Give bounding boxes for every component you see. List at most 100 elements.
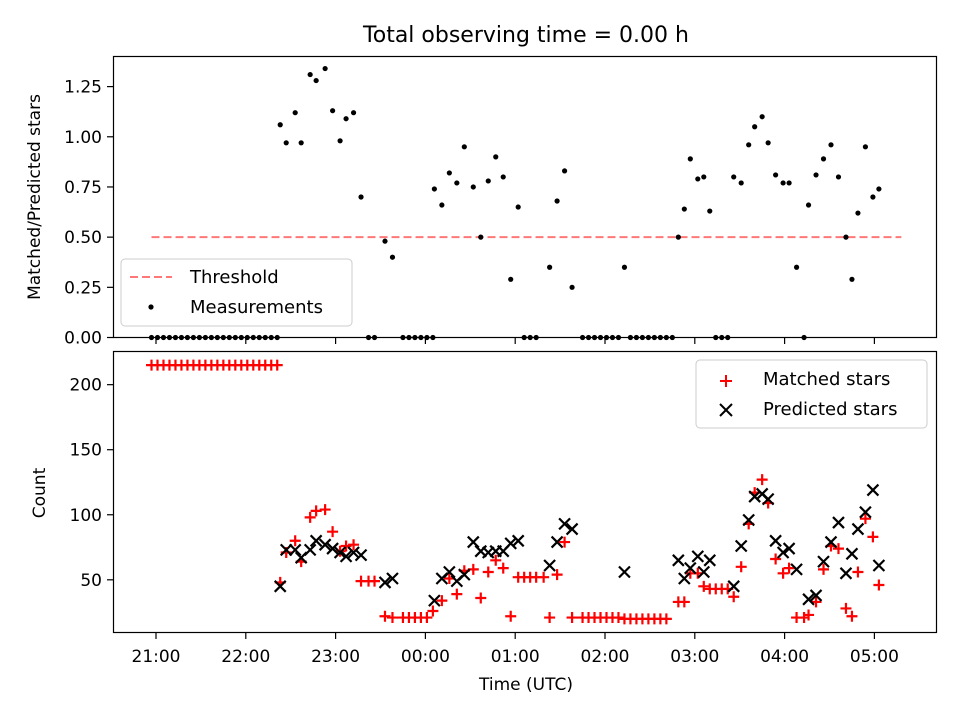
measurement-point bbox=[547, 264, 553, 270]
matched-star-point bbox=[304, 511, 316, 523]
bottom-ylabel: Count bbox=[30, 467, 50, 518]
predicted-star-point bbox=[428, 594, 441, 607]
predicted-star-point bbox=[467, 535, 480, 549]
predicted-star-point bbox=[802, 593, 815, 606]
bottom-xtick-label: 01:00 bbox=[491, 647, 540, 667]
predicted-star-point bbox=[851, 522, 865, 536]
matched-star-point bbox=[818, 563, 830, 575]
predicted-star-point bbox=[761, 492, 775, 506]
predicted-star-point bbox=[703, 554, 717, 567]
bottom-legend-box bbox=[695, 359, 928, 429]
matched-star-point bbox=[867, 531, 879, 543]
predicted-star-point bbox=[543, 559, 556, 572]
measurement-point bbox=[855, 210, 861, 216]
predicted-star-point bbox=[769, 534, 782, 548]
top-ytick-label: 1.25 bbox=[64, 78, 102, 98]
predicted-star-point bbox=[859, 505, 872, 519]
predicted-star-point bbox=[809, 589, 823, 602]
bottom-points-layer bbox=[146, 359, 886, 625]
matched-star-point bbox=[735, 561, 747, 573]
predicted-star-point bbox=[326, 542, 339, 555]
matched-star-point bbox=[612, 612, 624, 624]
legend-predicted-label: Predicted stars bbox=[763, 399, 897, 420]
measurement-point bbox=[731, 174, 737, 180]
measurement-point bbox=[738, 180, 744, 186]
measurement-point bbox=[343, 116, 349, 122]
measurement-point bbox=[439, 202, 445, 208]
matched-star-point bbox=[369, 575, 381, 587]
bottom-xtick-label: 00:00 bbox=[401, 647, 450, 667]
matched-star-point bbox=[698, 580, 710, 592]
predicted-star-point bbox=[443, 565, 456, 579]
predicted-star-point bbox=[303, 543, 317, 557]
top-title: Total observing time = 0.00 h bbox=[362, 23, 689, 48]
measurement-point bbox=[298, 140, 304, 146]
matched-star-point bbox=[319, 504, 331, 516]
measurement-point bbox=[493, 154, 499, 160]
top-legend: Threshold Measurements bbox=[120, 258, 353, 327]
predicted-star-point bbox=[839, 567, 853, 580]
predicted-star-point bbox=[273, 580, 287, 593]
matched-star-point bbox=[421, 612, 433, 624]
matched-star-point bbox=[327, 526, 339, 538]
measurement-point bbox=[431, 186, 437, 192]
measurement-point bbox=[780, 180, 786, 186]
matched-star-point bbox=[859, 513, 871, 525]
predicted-star-point bbox=[347, 546, 360, 559]
predicted-star-point bbox=[354, 548, 368, 562]
predicted-star-point bbox=[776, 546, 790, 559]
measurement-point bbox=[805, 202, 812, 208]
bottom-xtick-label: 22:00 bbox=[221, 647, 270, 667]
measurement-point bbox=[870, 194, 876, 200]
matched-star-point bbox=[840, 602, 852, 614]
measurement-point bbox=[382, 238, 388, 244]
matched-star-point bbox=[386, 612, 398, 624]
predicted-star-point bbox=[678, 572, 691, 585]
predicted-star-point bbox=[458, 568, 471, 581]
matched-star-point bbox=[490, 554, 502, 566]
matched-star-point bbox=[777, 567, 789, 579]
measurement-point bbox=[322, 65, 328, 72]
predicted-star-point bbox=[817, 555, 830, 568]
measurement-point bbox=[508, 276, 514, 282]
bottom-xtick-label: 23:00 bbox=[311, 647, 360, 667]
predicted-star-point bbox=[558, 517, 571, 531]
matched-star-point bbox=[873, 579, 885, 591]
measurement-point bbox=[773, 172, 779, 178]
top-plot-frame bbox=[112, 55, 938, 339]
measurement-point bbox=[765, 140, 771, 146]
predicted-star-point bbox=[511, 534, 525, 548]
matched-star-point bbox=[436, 595, 448, 607]
predicted-star-point bbox=[748, 490, 761, 503]
top-ytick-label: 0.00 bbox=[64, 329, 102, 349]
measurement-point bbox=[835, 174, 842, 180]
matched-star-point bbox=[551, 569, 563, 581]
matched-star-point bbox=[783, 562, 795, 574]
bottom-yaxis: 50 100 150 200 bbox=[70, 376, 114, 591]
top-yaxis: 0.00 0.25 0.50 0.75 1.00 1.25 bbox=[64, 78, 114, 349]
measurement-point bbox=[843, 234, 849, 240]
bottom-xtick-label: 02:00 bbox=[581, 647, 630, 667]
measurement-point bbox=[446, 170, 452, 176]
measurement-point bbox=[707, 208, 713, 214]
measurement-point bbox=[478, 234, 484, 240]
legend-matched-swatch bbox=[720, 375, 732, 387]
matched-star-point bbox=[803, 609, 815, 621]
bottom-ytick-label: 200 bbox=[70, 376, 102, 396]
predicted-star-point bbox=[872, 559, 886, 572]
matched-star-point bbox=[271, 359, 283, 371]
matched-star-point bbox=[566, 612, 578, 624]
bottom-ytick-label: 150 bbox=[70, 441, 102, 461]
measurement-point bbox=[746, 142, 752, 148]
predicted-star-point bbox=[618, 565, 631, 579]
measurement-point bbox=[350, 110, 357, 116]
top-ytick-label: 0.75 bbox=[64, 178, 102, 198]
predicted-star-point bbox=[782, 542, 796, 555]
matched-star-point bbox=[497, 562, 509, 574]
matched-star-point bbox=[451, 588, 463, 600]
bottom-xtick-label: 05:00 bbox=[850, 647, 899, 667]
predicted-star-point bbox=[691, 550, 705, 563]
legend-threshold-label: Threshold bbox=[189, 267, 279, 288]
predicted-star-point bbox=[672, 554, 685, 567]
